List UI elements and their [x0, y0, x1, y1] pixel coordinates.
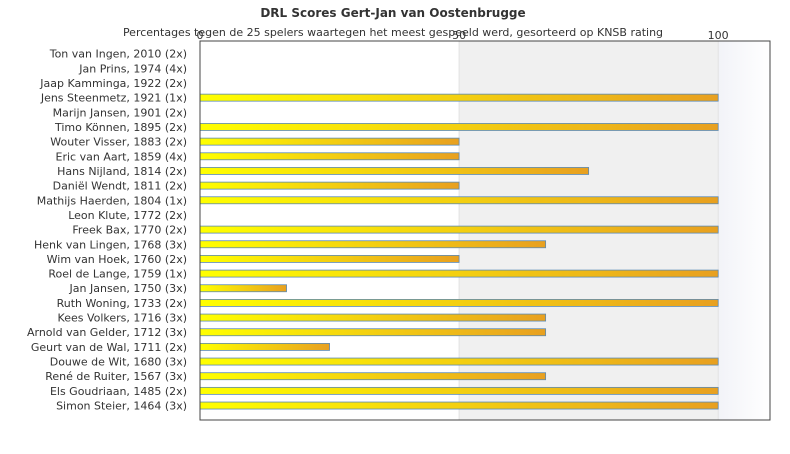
x-tick-label: 0: [197, 29, 204, 42]
grid-band: [718, 41, 770, 420]
category-label: René de Ruiter, 1567 (3x): [45, 370, 187, 383]
bar: [199, 93, 719, 102]
category-label: Leon Klute, 1772 (2x): [68, 209, 187, 222]
category-label: Simon Steier, 1464 (3x): [56, 400, 187, 413]
bar: [199, 284, 287, 293]
bar: [199, 313, 547, 322]
category-label: Wim van Hoek, 1760 (2x): [47, 253, 187, 266]
category-label: Marijn Jansen, 1901 (2x): [53, 106, 187, 119]
bar: [199, 328, 547, 337]
bar: [199, 152, 460, 161]
bar: [199, 372, 547, 381]
bar: [199, 196, 719, 205]
category-label: Jan Jansen, 1750 (3x): [69, 282, 187, 295]
x-tick-label: 100: [708, 29, 729, 42]
bar: [199, 386, 719, 395]
category-label: Els Goudriaan, 1485 (2x): [50, 385, 187, 398]
bar: [199, 299, 719, 307]
category-label: Henk van Lingen, 1768 (3x): [34, 238, 187, 251]
plot-frame: [199, 40, 771, 421]
category-label: Kees Volkers, 1716 (3x): [58, 312, 187, 325]
bar: [199, 269, 719, 278]
category-label: Hans Nijland, 1814 (2x): [57, 165, 187, 178]
bar: [199, 167, 590, 175]
category-label: Eric van Aart, 1859 (4x): [56, 150, 187, 163]
bar: [199, 342, 330, 351]
category-label: Jan Prins, 1974 (4x): [78, 62, 187, 75]
category-label: Jens Steenmetz, 1921 (1x): [40, 92, 187, 105]
bar: [199, 255, 460, 263]
x-tick-label: 50: [452, 29, 466, 42]
bar: [199, 225, 719, 234]
bar: [199, 357, 719, 366]
category-label: Jaap Kamminga, 1922 (2x): [39, 77, 187, 90]
chart-subtitle: Percentages tegen de 25 spelers waartege…: [123, 26, 663, 39]
bar: [199, 137, 460, 146]
category-label: Mathijs Haerden, 1804 (1x): [37, 194, 187, 207]
category-label: Ton van Ingen, 2010 (2x): [49, 48, 187, 61]
chart-title: DRL Scores Gert-Jan van Oostenbrugge: [260, 6, 525, 20]
bar: [199, 123, 719, 131]
category-label: Wouter Visser, 1883 (2x): [50, 136, 187, 149]
category-label: Daniël Wendt, 1811 (2x): [53, 180, 187, 193]
category-label: Geurt van de Wal, 1711 (2x): [31, 341, 187, 354]
category-label: Arnold van Gelder, 1712 (3x): [27, 326, 187, 339]
category-label: Ruth Woning, 1733 (2x): [57, 297, 187, 310]
bar: [199, 401, 719, 410]
bar: [199, 181, 460, 190]
category-label: Roel de Lange, 1759 (1x): [48, 268, 187, 281]
bar: [199, 240, 547, 249]
category-label: Timo Können, 1895 (2x): [54, 121, 187, 134]
category-label: Freek Bax, 1770 (2x): [72, 224, 187, 237]
category-label: Douwe de Wit, 1680 (3x): [50, 356, 187, 369]
